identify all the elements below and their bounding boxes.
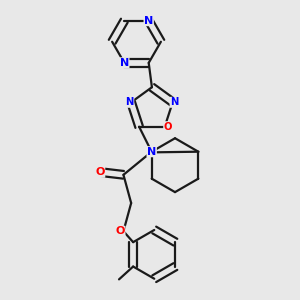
Text: O: O: [164, 122, 172, 132]
Text: N: N: [147, 147, 156, 157]
Text: N: N: [120, 58, 129, 68]
Text: N: N: [125, 97, 134, 107]
Text: O: O: [95, 167, 105, 177]
Text: O: O: [116, 226, 125, 236]
Text: N: N: [170, 97, 178, 107]
Text: N: N: [144, 16, 153, 26]
